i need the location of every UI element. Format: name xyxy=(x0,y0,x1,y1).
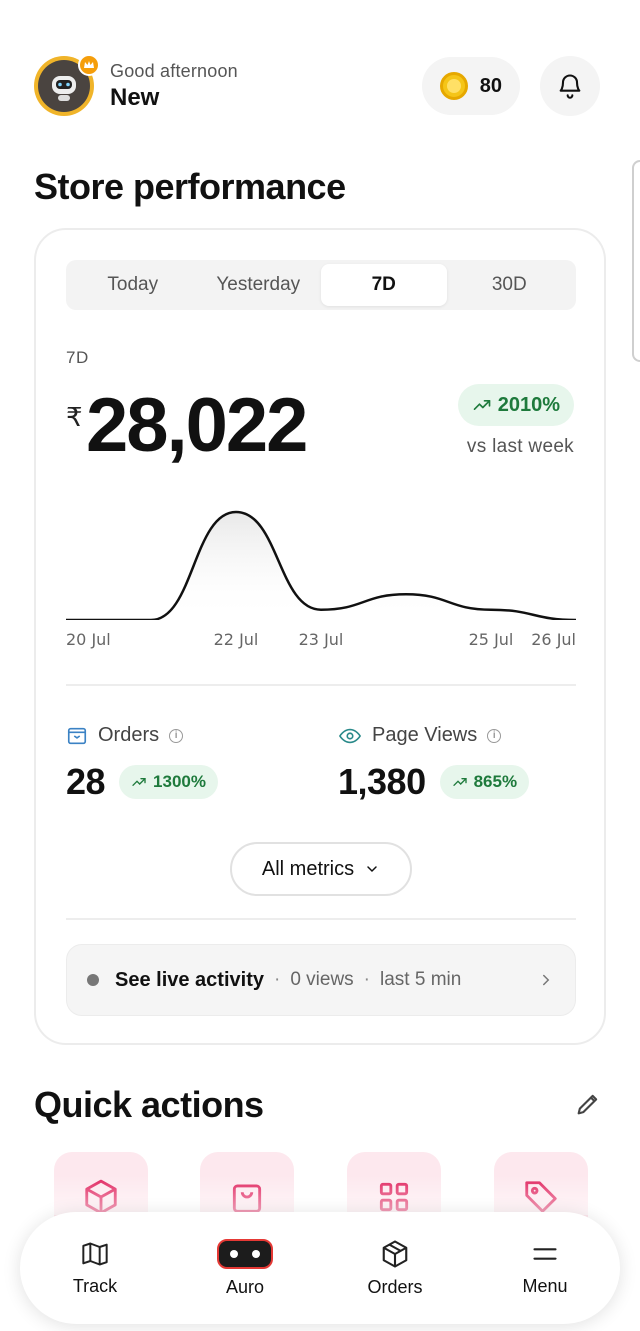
bell-icon xyxy=(559,74,581,99)
auro-robot-icon xyxy=(217,1238,273,1269)
trend-up-icon xyxy=(473,400,491,410)
orders-box-icon xyxy=(67,727,87,744)
bottom-nav: Track Auro Orders Menu xyxy=(20,1212,620,1324)
live-activity-title: See live activity xyxy=(115,968,264,991)
live-views: 0 views xyxy=(290,969,354,990)
page-views-label: Page Views xyxy=(372,724,478,746)
tab-today[interactable]: Today xyxy=(107,274,159,295)
period-label: 7D xyxy=(66,348,89,367)
scroll-fade xyxy=(0,1175,640,1215)
chart-x-tick-label: 26 Jul xyxy=(531,630,576,649)
menu-icon xyxy=(533,1247,557,1260)
page-views-growth-value: 865% xyxy=(473,772,518,791)
period-tabs: Today Yesterday 7D 30D xyxy=(66,260,576,310)
live-window: last 5 min xyxy=(380,969,462,990)
header: Good afternoon New 80 xyxy=(34,54,600,116)
page-views-growth-badge: 865% xyxy=(439,765,530,799)
nav-track-label: Track xyxy=(72,1275,118,1296)
chart-x-axis: 20 Jul 22 Jul 23 Jul 25 Jul 26 Jul xyxy=(66,630,576,652)
live-activity-row[interactable]: See live activity · 0 views · last 5 min xyxy=(66,944,576,1016)
tab-yesterday[interactable]: Yesterday xyxy=(216,274,301,295)
chart-area-fill xyxy=(66,512,576,620)
chart-series-line xyxy=(66,510,576,620)
divider xyxy=(66,918,576,920)
coins-count: 80 xyxy=(479,74,502,97)
revenue-chart xyxy=(66,510,576,620)
page-views-value: 1,380 xyxy=(338,761,426,802)
chart-x-tick-label: 23 Jul xyxy=(298,630,344,649)
currency-symbol: ₹ xyxy=(66,402,83,432)
quick-actions-title: Quick actions xyxy=(34,1084,264,1125)
user-name: New xyxy=(110,83,160,111)
separator: · xyxy=(363,969,370,990)
comparison-text: vs last week xyxy=(466,436,574,457)
pencil-icon[interactable] xyxy=(574,1090,602,1118)
info-icon[interactable]: i xyxy=(487,728,502,743)
trend-up-icon xyxy=(132,778,146,786)
chevron-right-icon xyxy=(543,974,550,986)
nav-orders-label: Orders xyxy=(367,1276,423,1297)
chart-x-tick-label: 25 Jul xyxy=(468,630,514,649)
revenue-growth-value: 2010% xyxy=(497,393,560,416)
orders-growth-value: 1300% xyxy=(153,772,206,791)
chevron-down-icon xyxy=(367,866,377,873)
nav-auro-label: Auro xyxy=(225,1276,265,1297)
nav-auro[interactable]: Auro xyxy=(170,1212,320,1324)
performance-card: Today Yesterday 7D 30D 7D ₹ 28,022 2010%… xyxy=(34,228,606,1045)
nav-menu-label: Menu xyxy=(522,1275,568,1296)
eye-icon xyxy=(338,728,362,743)
coins-button[interactable]: 80 xyxy=(421,57,520,115)
crown-badge-icon xyxy=(78,54,100,76)
profile-avatar[interactable] xyxy=(34,54,100,116)
store-performance-title: Store performance xyxy=(34,166,346,207)
map-icon xyxy=(82,1242,108,1265)
page-views-metric[interactable]: Page Views i 1,380 865% xyxy=(338,724,530,803)
scroll-indicator xyxy=(632,160,640,362)
trend-up-icon xyxy=(452,778,467,786)
greeting-text: Good afternoon xyxy=(110,60,238,81)
separator: · xyxy=(273,969,281,990)
orders-metric[interactable]: Orders i 28 1300% xyxy=(66,724,218,803)
revenue-value: 28,022 xyxy=(86,383,308,468)
coin-icon xyxy=(439,72,468,100)
notifications-button[interactable] xyxy=(540,56,600,116)
chart-x-tick-label: 22 Jul xyxy=(213,630,259,649)
package-icon xyxy=(382,1239,408,1268)
all-metrics-label: All metrics xyxy=(261,857,355,880)
orders-growth-badge: 1300% xyxy=(119,765,218,799)
nav-menu[interactable]: Menu xyxy=(470,1212,620,1324)
orders-value: 28 xyxy=(66,761,106,802)
divider xyxy=(66,684,576,686)
chart-x-tick-label: 20 Jul xyxy=(66,630,111,649)
orders-label: Orders xyxy=(98,724,160,746)
greeting: Good afternoon New xyxy=(110,61,238,112)
nav-track[interactable]: Track xyxy=(20,1212,170,1324)
all-metrics-button[interactable]: All metrics xyxy=(230,842,412,896)
revenue-growth-badge: 2010% xyxy=(457,384,574,426)
nav-orders[interactable]: Orders xyxy=(320,1212,470,1324)
tab-30d[interactable]: 30D xyxy=(491,274,527,295)
info-icon[interactable]: i xyxy=(169,728,184,743)
live-status-dot xyxy=(87,974,99,986)
tab-7d[interactable]: 7D xyxy=(321,264,447,306)
